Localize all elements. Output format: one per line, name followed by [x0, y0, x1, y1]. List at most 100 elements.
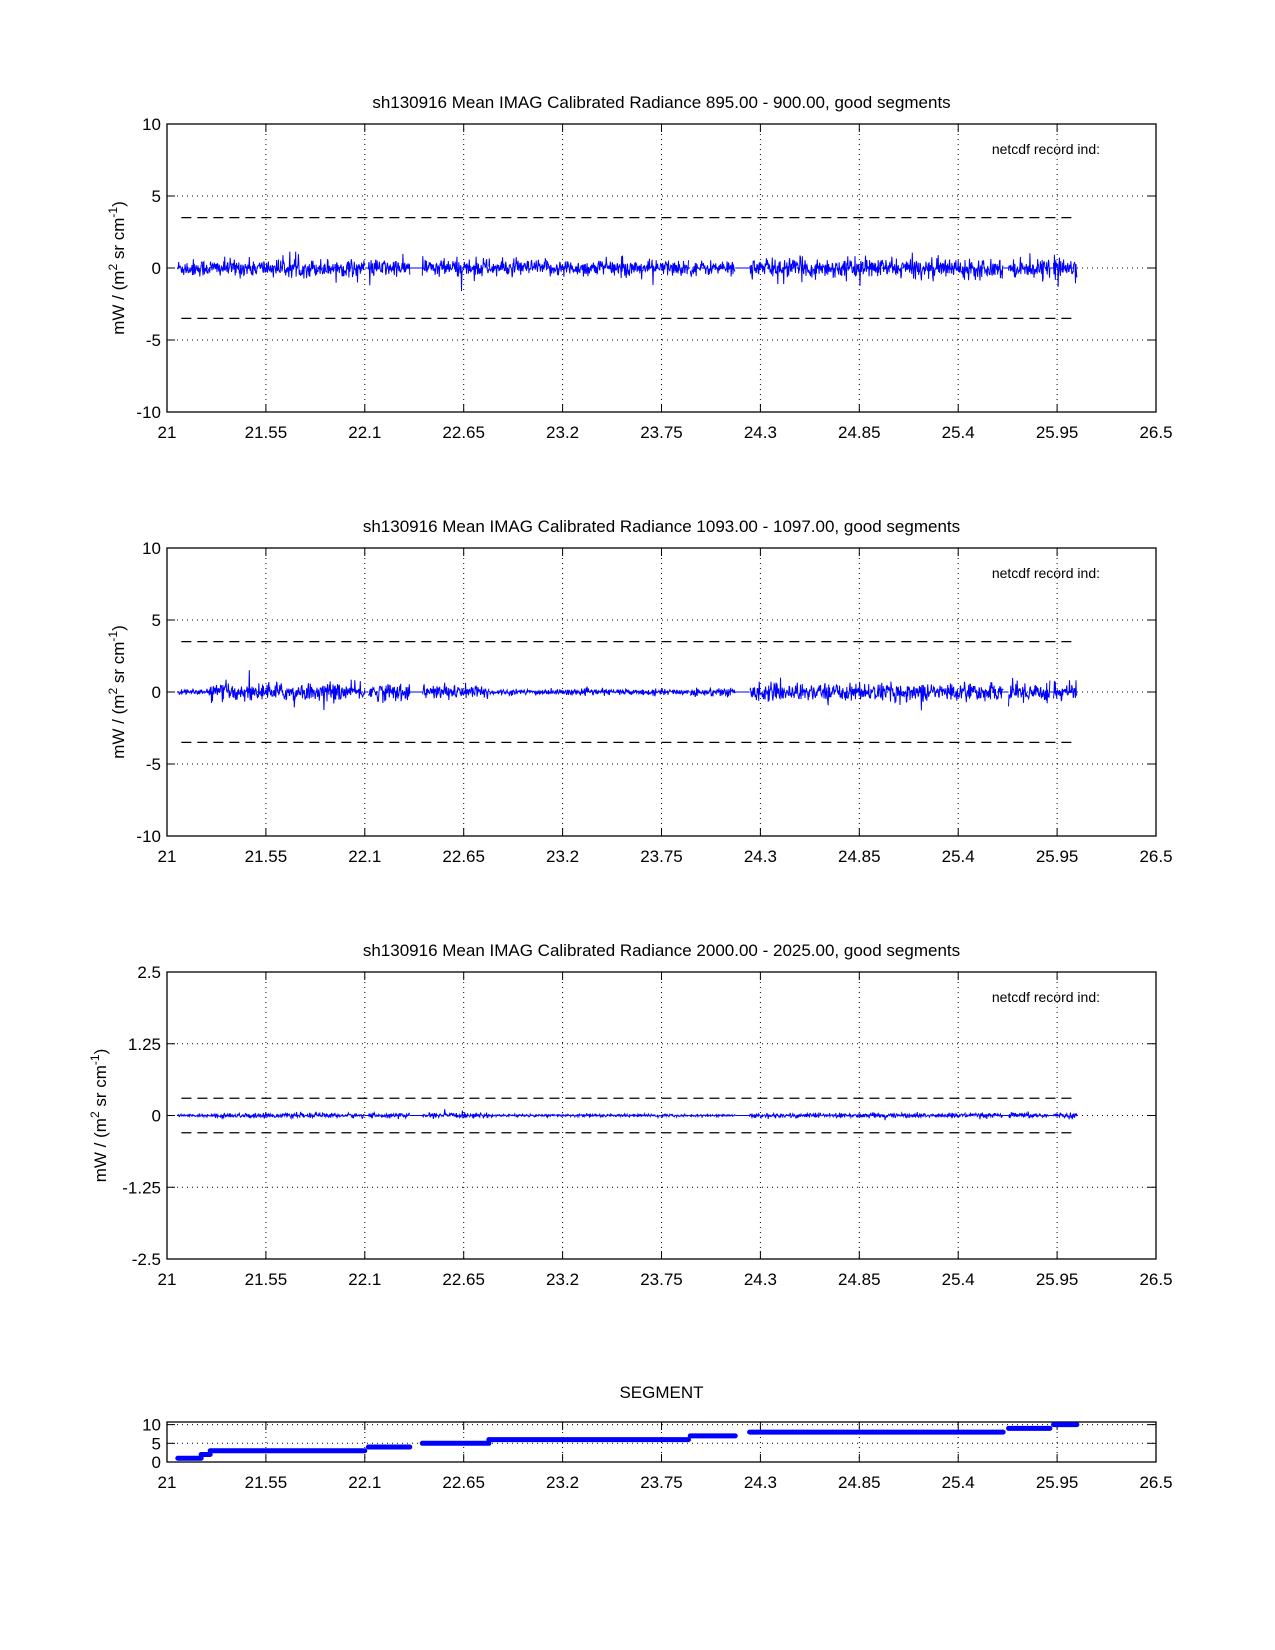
- y-tick-label: -5: [146, 755, 161, 774]
- series-segment-4: [367, 683, 411, 704]
- y-axis-label-part: ): [91, 1049, 110, 1055]
- x-tick-label: 26.5: [1139, 423, 1172, 442]
- series-segment-8: [749, 252, 1004, 286]
- series-segment-5: [421, 1109, 490, 1120]
- series-segment-10: [1053, 254, 1078, 287]
- y-axis-label-part: sr cm: [109, 218, 128, 264]
- y-tick-label: 10: [142, 539, 161, 558]
- y-axis-label-part: 2: [106, 688, 120, 695]
- y-tick-label: -5: [146, 331, 161, 350]
- x-tick-label: 26.5: [1139, 1473, 1172, 1492]
- x-tick-label: 23.2: [546, 1270, 579, 1289]
- y-tick-label: 5: [152, 611, 161, 630]
- x-tick-label: 24.85: [838, 1473, 881, 1492]
- y-axis-label-part: mW / (m: [91, 1118, 110, 1182]
- series-segment-4: [367, 253, 411, 286]
- x-tick-label: 22.1: [348, 423, 381, 442]
- series-segment-1: [177, 259, 202, 277]
- x-tick-label: 25.95: [1036, 1270, 1079, 1289]
- y-axis-label: mW / (m2 sr cm-1): [106, 201, 128, 335]
- series-segment-6: [488, 686, 689, 697]
- x-tick-label: 23.75: [640, 847, 683, 866]
- x-tick-label: 22.65: [442, 1270, 485, 1289]
- y-tick-label: -10: [136, 403, 161, 422]
- y-axis-label-part: 2: [88, 1111, 102, 1118]
- series-segment-9: [1008, 1111, 1051, 1119]
- y-tick-label: -2.5: [132, 1250, 161, 1269]
- x-tick-label: 22.65: [442, 423, 485, 442]
- series-segment-7: [689, 686, 736, 698]
- y-axis-label: mW / (m2 sr cm-1): [88, 1049, 110, 1183]
- y-tick-label: 0: [152, 1107, 161, 1126]
- y-axis-label-part: sr cm: [91, 1065, 110, 1111]
- annotation: netcdf record ind:: [992, 141, 1100, 157]
- axes-box: [166, 547, 1157, 837]
- x-tick-label: 24.3: [744, 423, 777, 442]
- x-tick-label: 21: [158, 423, 177, 442]
- x-tick-label: 21.55: [245, 847, 288, 866]
- y-tick-label: -1.25: [122, 1178, 161, 1197]
- x-tick-label: 23.2: [546, 1473, 579, 1492]
- x-tick-label: 26.5: [1139, 847, 1172, 866]
- y-tick-label: 5: [152, 187, 161, 206]
- y-axis-label-part: ): [109, 625, 128, 631]
- x-tick-label: 24.85: [838, 1270, 881, 1289]
- x-tick-label: 24.3: [744, 1473, 777, 1492]
- x-tick-label: 24.85: [838, 423, 881, 442]
- x-tick-label: 25.95: [1036, 423, 1079, 442]
- chart-4: SEGMENT 21 21.55 22.1 22.65 23.2 23.75 24.3 24.8…: [142, 1383, 1172, 1492]
- series-segment-2: [200, 260, 211, 276]
- y-tick-label: -10: [136, 827, 161, 846]
- series-segment-2: [200, 1113, 211, 1119]
- x-tick-label: 25.95: [1036, 847, 1079, 866]
- x-tick-label: 23.75: [640, 423, 683, 442]
- y-tick-label: 5: [152, 1434, 161, 1453]
- x-tick-label: 22.65: [442, 847, 485, 866]
- x-tick-label: 21: [158, 1473, 177, 1492]
- series-segment-6: [488, 1111, 689, 1120]
- series-segment-8: [749, 677, 1004, 711]
- series-segment-5: [421, 256, 490, 292]
- series-segment-4: [367, 1110, 411, 1120]
- x-tick-label: 23.75: [640, 1473, 683, 1492]
- chart-title: sh130916 Mean IMAG Calibrated Radiance 8…: [372, 93, 950, 112]
- series-segment-1: [177, 1112, 202, 1119]
- x-tick-label: 24.3: [744, 1270, 777, 1289]
- series-segment-5: [422, 682, 490, 701]
- x-tick-label: 24.85: [838, 847, 881, 866]
- series-segment-1: [177, 688, 202, 696]
- x-tick-label: 25.4: [942, 847, 975, 866]
- y-axis-label-part: sr cm: [109, 642, 128, 688]
- chart-1: sh130916 Mean IMAG Calibrated Radiance 8…: [106, 93, 1173, 442]
- y-tick-label: 1.25: [128, 1035, 161, 1054]
- y-axis-label: mW / (m2 sr cm-1): [106, 625, 128, 759]
- x-tick-label: 25.4: [942, 423, 975, 442]
- chart-3: sh130916 Mean IMAG Calibrated Radiance 2…: [88, 941, 1173, 1289]
- axes-box: [166, 971, 1157, 1260]
- chart-title: sh130916 Mean IMAG Calibrated Radiance 2…: [363, 941, 960, 960]
- y-axis-label-part: ): [109, 201, 128, 207]
- series-segment-10: [1053, 1111, 1078, 1120]
- x-tick-label: 23.75: [640, 1270, 683, 1289]
- x-tick-label: 22.1: [348, 1270, 381, 1289]
- y-axis-label-part: -1: [106, 631, 120, 642]
- y-axis-label-part: -1: [106, 207, 120, 218]
- series-segment-7: [689, 260, 736, 278]
- x-tick-label: 24.3: [744, 847, 777, 866]
- x-tick-label: 22.65: [442, 1473, 485, 1492]
- x-tick-label: 21: [158, 847, 177, 866]
- x-tick-label: 25.4: [942, 1473, 975, 1492]
- y-axis-label-part: 2: [106, 264, 120, 271]
- x-tick-label: 22.1: [348, 847, 381, 866]
- x-tick-label: 21.55: [245, 1473, 288, 1492]
- series-segment-3: [209, 1111, 366, 1121]
- series-segment-9: [1008, 677, 1051, 707]
- y-tick-label: 10: [142, 1416, 161, 1435]
- y-tick-label: 0: [152, 1453, 161, 1472]
- series-segment-6: [488, 255, 689, 286]
- annotation: netcdf record ind:: [992, 989, 1100, 1005]
- y-axis-label-part: mW / (m: [109, 695, 128, 759]
- x-tick-label: 21: [158, 1270, 177, 1289]
- y-tick-label: 10: [142, 115, 161, 134]
